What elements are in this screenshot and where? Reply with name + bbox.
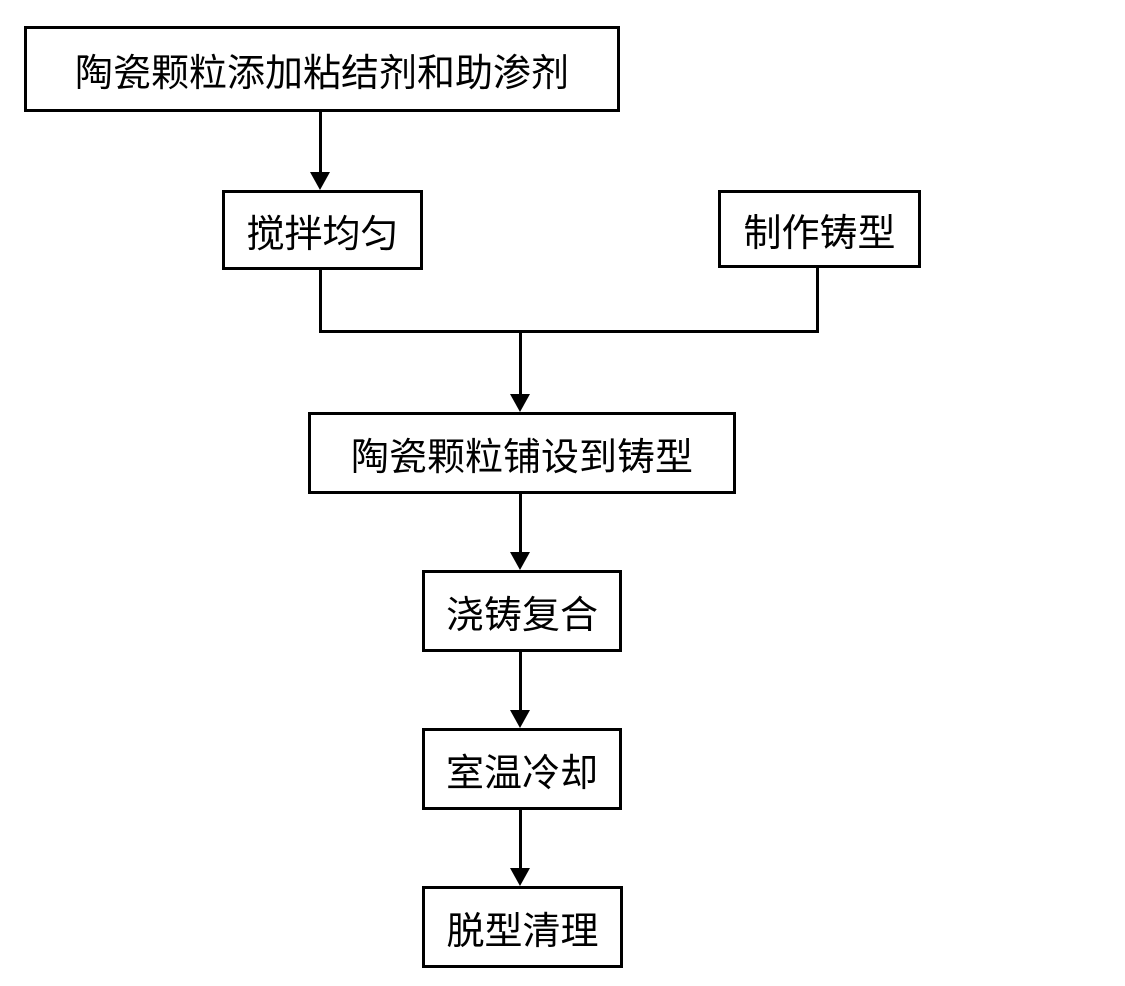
edge-n3-down [816,268,819,332]
node-demold-clean: 脱型清理 [422,886,623,968]
edge-n5-n6-head [510,710,530,728]
edge-n5-n6 [519,652,522,712]
edge-horizontal [319,330,819,333]
edge-n4-n5 [519,494,522,554]
node-cast-compound: 浇铸复合 [422,570,622,652]
edge-n6-n7-head [510,868,530,886]
node-label: 搅拌均匀 [246,203,398,258]
edge-n2-down [319,270,322,332]
node-cool: 室温冷却 [422,728,622,810]
edge-merge-down [519,330,522,396]
node-label: 陶瓷颗粒添加粘结剂和助渗剂 [75,42,569,97]
node-add-binder: 陶瓷颗粒添加粘结剂和助渗剂 [24,26,620,112]
node-make-mold: 制作铸型 [718,190,921,268]
node-label: 脱型清理 [446,900,598,955]
node-lay-particles: 陶瓷颗粒铺设到铸型 [308,412,736,494]
node-mix: 搅拌均匀 [222,190,423,270]
edge-n6-n7 [519,810,522,870]
edge-n4-n5-head [510,552,530,570]
edge-n1-n2 [319,112,322,174]
node-label: 制作铸型 [743,202,895,257]
node-label: 浇铸复合 [446,584,598,639]
node-label: 陶瓷颗粒铺设到铸型 [351,426,693,481]
edge-merge-head [510,394,530,412]
edge-n1-n2-head [310,172,330,190]
node-label: 室温冷却 [446,742,598,797]
